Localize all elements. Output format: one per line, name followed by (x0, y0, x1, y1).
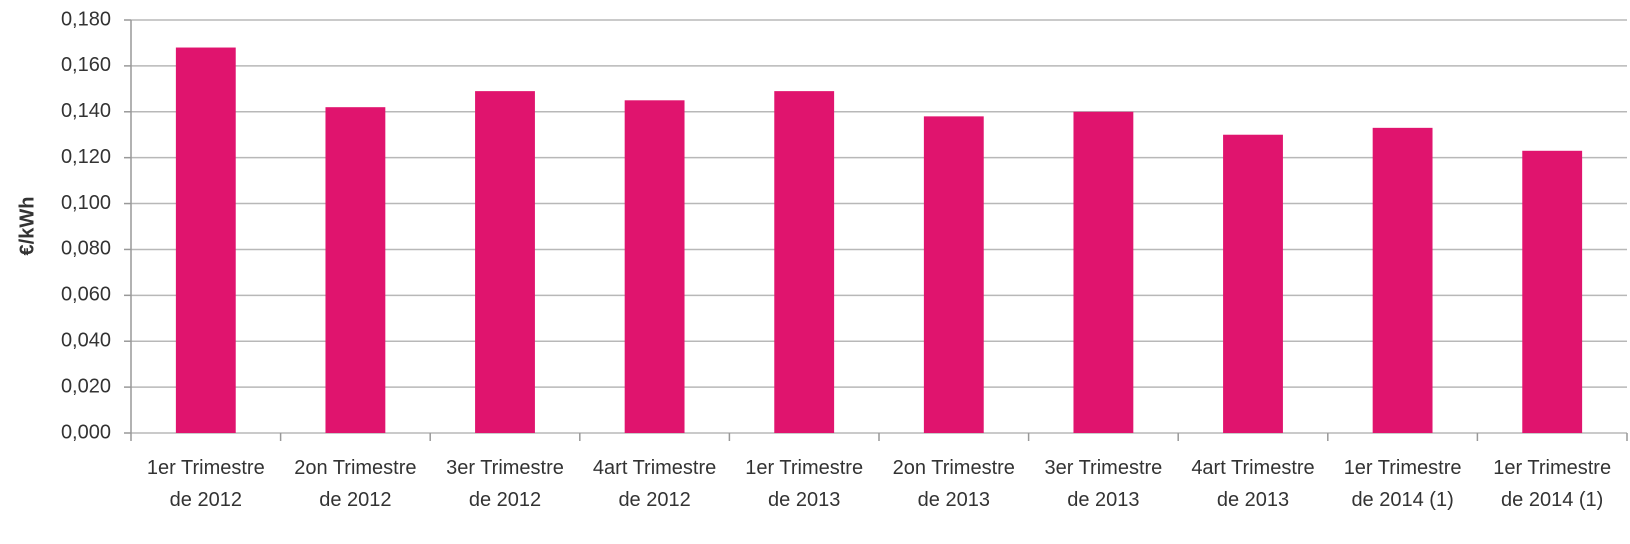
bar (475, 91, 535, 433)
x-tick-label: 4art Trimestre de 2012 (592, 457, 717, 511)
y-tick-label: 0,180 (61, 8, 111, 30)
x-tick-label: 1er Trimestre de 2014 (1) (1493, 457, 1612, 511)
y-tick-label: 0,060 (61, 284, 111, 306)
y-axis-label: €/kWh (16, 197, 38, 256)
bar (175, 47, 236, 434)
bar (923, 116, 984, 433)
y-tick-label: 0,160 (61, 54, 111, 76)
bar (325, 107, 386, 433)
x-tick-label: 4art Trimestre de 2013 (1191, 457, 1315, 511)
x-tick-label: 1er Trimestre de 2012 (146, 457, 265, 511)
x-tick-label: 3er Trimestre de 2013 (1044, 457, 1163, 511)
y-tick-label: 0,140 (61, 100, 111, 122)
bar (1522, 150, 1583, 434)
bar (1223, 134, 1283, 433)
y-tick-label: 0,080 (61, 238, 111, 260)
y-tick-label: 0,000 (61, 421, 111, 443)
x-tick-label: 2on Trimestre de 2012 (294, 457, 417, 511)
x-tick-label: 1er Trimestre de 2013 (745, 457, 864, 511)
y-tick-label: 0,120 (61, 146, 111, 168)
bar (1372, 127, 1433, 433)
bar (774, 91, 835, 433)
bar (1073, 111, 1134, 434)
x-tick-label: 2on Trimestre de 2013 (892, 457, 1015, 511)
y-tick-label: 0,020 (61, 375, 111, 397)
x-tick-label: 1er Trimestre de 2014 (1) (1343, 457, 1462, 511)
y-tick-label: 0,040 (61, 330, 111, 352)
bar (624, 100, 685, 434)
x-tick-label: 3er Trimestre de 2012 (446, 457, 564, 511)
y-tick-label: 0,100 (61, 192, 111, 214)
